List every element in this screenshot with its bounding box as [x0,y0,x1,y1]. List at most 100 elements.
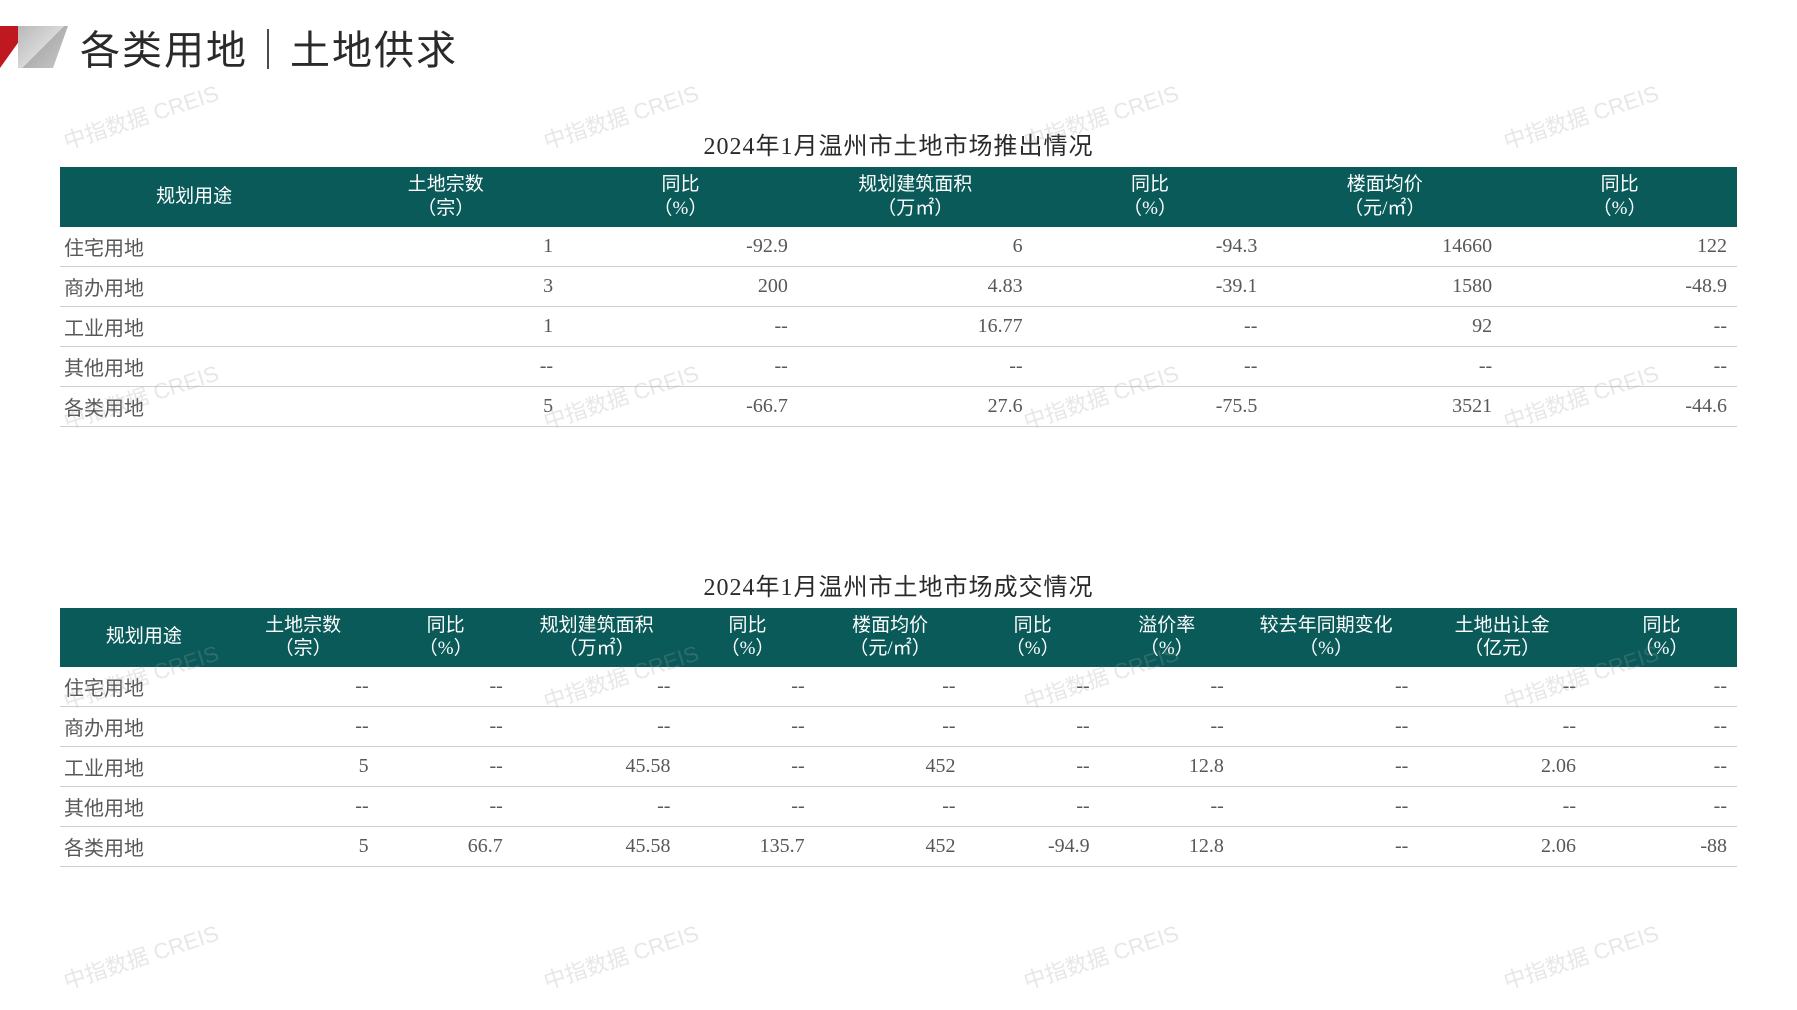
table-cell: 5 [228,747,379,787]
table-cell: 4.83 [798,266,1033,306]
table-cell: 1 [328,227,563,267]
table-cell: -- [328,346,563,386]
table-header-cell: 楼面均价（元/㎡） [1267,167,1502,227]
table-cell: -44.6 [1502,386,1737,426]
table-cell: 452 [815,747,966,787]
table-cell: -- [513,667,681,707]
table-cell: -48.9 [1502,266,1737,306]
table-cell: -- [1234,667,1418,707]
table-cell: 122 [1502,227,1737,267]
table-cell: 16.77 [798,306,1033,346]
page-header: 各类用地｜土地供求 [0,0,1797,76]
table-cell: 66.7 [379,827,513,867]
table-2-head: 规划用途土地宗数（宗）同比（%）规划建筑面积（万㎡）同比（%）楼面均价（元/㎡）… [60,608,1737,668]
table-cell: -94.3 [1033,227,1268,267]
table-header-cell: 同比（%） [1033,167,1268,227]
table-cell: -- [1502,306,1737,346]
table-2-body: 住宅用地--------------------商办用地------------… [60,667,1737,867]
table-cell: -- [1418,667,1586,707]
table-cell: 2.06 [1418,827,1586,867]
section-table-2: 2024年1月温州市土地市场成交情况 规划用途土地宗数（宗）同比（%）规划建筑面… [60,567,1737,868]
table-2: 规划用途土地宗数（宗）同比（%）规划建筑面积（万㎡）同比（%）楼面均价（元/㎡）… [60,608,1737,868]
table-cell: -- [563,306,798,346]
table-header-cell: 土地宗数（宗） [228,608,379,668]
table-cell: 各类用地 [60,386,328,426]
table-cell: 12.8 [1100,827,1234,867]
watermark: 中指数据 CREIS [539,916,702,996]
table-cell: -- [680,787,814,827]
table-cell: 3521 [1267,386,1502,426]
table-cell: -39.1 [1033,266,1268,306]
table-row: 住宅用地1-92.96-94.314660122 [60,227,1737,267]
watermark: 中指数据 CREIS [59,916,222,996]
table-cell: 12.8 [1100,747,1234,787]
section-table-1: 2024年1月温州市土地市场推出情况 规划用途土地宗数（宗）同比（%）规划建筑面… [60,126,1737,427]
table-cell: -- [966,747,1100,787]
table-1-body: 住宅用地1-92.96-94.314660122商办用地32004.83-39.… [60,227,1737,427]
table-cell: -- [1586,747,1737,787]
table-cell: 3 [328,266,563,306]
table-cell: 45.58 [513,827,681,867]
table-cell: -- [966,707,1100,747]
table-cell: -- [1586,667,1737,707]
table-cell: -- [1100,707,1234,747]
table-cell: -- [1502,346,1737,386]
table-cell: -- [815,667,966,707]
table-cell: 135.7 [680,827,814,867]
table-header-cell: 规划用途 [60,608,228,668]
table-header-cell: 同比（%） [1586,608,1737,668]
table-row: 各类用地5-66.727.6-75.53521-44.6 [60,386,1737,426]
watermark: 中指数据 CREIS [1019,916,1182,996]
table-cell: 工业用地 [60,747,228,787]
table-cell: -- [513,787,681,827]
table-cell: -- [1234,787,1418,827]
table-cell: -- [680,747,814,787]
watermark: 中指数据 CREIS [1499,916,1662,996]
table-cell: -- [513,707,681,747]
table-cell: -- [1418,787,1586,827]
table-header-cell: 同比（%） [966,608,1100,668]
table-cell: -- [1100,787,1234,827]
table-cell: 其他用地 [60,787,228,827]
table-cell: 6 [798,227,1033,267]
table-header-cell: 较去年同期变化（%） [1234,608,1418,668]
table-cell: -- [379,667,513,707]
table-cell: -- [1033,306,1268,346]
table-cell: 5 [228,827,379,867]
table-row: 工业用地5--45.58--452--12.8--2.06-- [60,747,1737,787]
table-row: 工业用地1--16.77--92-- [60,306,1737,346]
table-cell: 工业用地 [60,306,328,346]
table-cell: 1580 [1267,266,1502,306]
table-cell: -- [1267,346,1502,386]
table-1-title: 2024年1月温州市土地市场推出情况 [60,126,1737,161]
table-cell: 14660 [1267,227,1502,267]
table-header-cell: 楼面均价（元/㎡） [815,608,966,668]
table-cell: -- [1418,707,1586,747]
title-right: 土地供求 [290,28,458,73]
table-cell: -- [680,707,814,747]
table-cell: -- [379,707,513,747]
table-cell: -- [815,707,966,747]
table-cell: -- [1100,667,1234,707]
table-cell: -88 [1586,827,1737,867]
table-cell: -- [228,707,379,747]
table-cell: -- [966,787,1100,827]
table-cell: 商办用地 [60,707,228,747]
table-cell: -- [1234,707,1418,747]
table-row: 商办用地-------------------- [60,707,1737,747]
table-row: 商办用地32004.83-39.11580-48.9 [60,266,1737,306]
table-1-head: 规划用途土地宗数（宗）同比（%）规划建筑面积（万㎡）同比（%）楼面均价（元/㎡）… [60,167,1737,227]
table-cell: -92.9 [563,227,798,267]
title-left: 各类用地 [80,28,248,73]
table-cell: -75.5 [1033,386,1268,426]
table-header-cell: 同比（%） [563,167,798,227]
table-cell: -- [1586,787,1737,827]
table-header-cell: 同比（%） [379,608,513,668]
table-cell: -- [1234,827,1418,867]
table-cell: -- [1234,747,1418,787]
table-header-cell: 规划用途 [60,167,328,227]
table-cell: 27.6 [798,386,1033,426]
table-cell: -- [379,787,513,827]
table-header-cell: 土地宗数（宗） [328,167,563,227]
table-row: 各类用地566.745.58135.7452-94.912.8--2.06-88 [60,827,1737,867]
